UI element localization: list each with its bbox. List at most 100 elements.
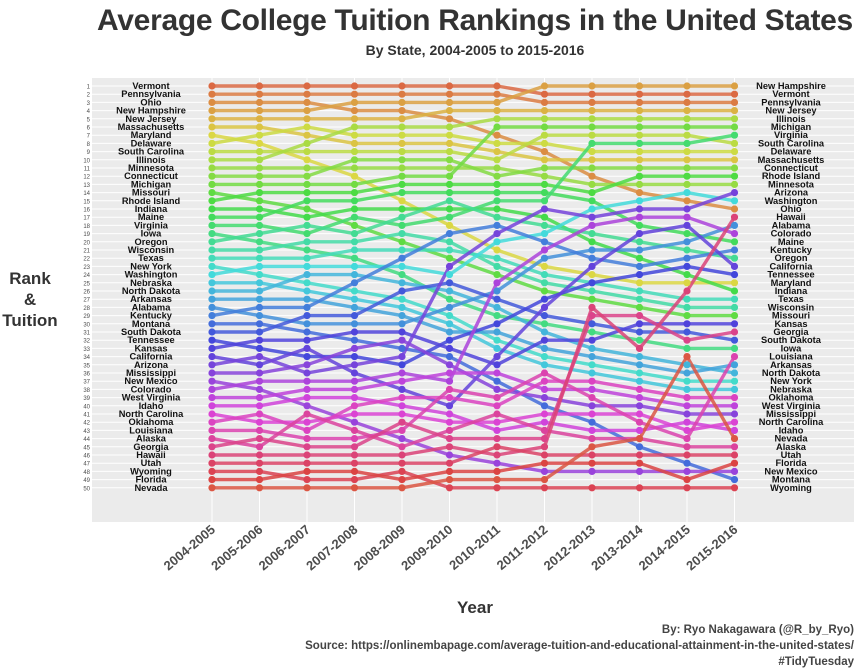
left-state-label: Montana bbox=[132, 319, 171, 329]
y-tick-label: 24 bbox=[83, 273, 90, 279]
left-state-label: Vermont bbox=[132, 81, 169, 91]
right-state-label: Virginia bbox=[774, 130, 809, 140]
data-point bbox=[303, 418, 311, 426]
data-point bbox=[303, 402, 311, 410]
data-point bbox=[683, 484, 691, 492]
data-point bbox=[350, 197, 359, 205]
data-point bbox=[255, 385, 264, 393]
data-point bbox=[350, 221, 359, 229]
data-point bbox=[255, 271, 264, 279]
data-point bbox=[303, 328, 311, 336]
data-point bbox=[445, 262, 454, 270]
data-point bbox=[730, 484, 739, 492]
right-state-label: Idaho bbox=[779, 425, 804, 435]
data-point bbox=[493, 467, 501, 475]
data-point bbox=[730, 139, 739, 147]
data-point bbox=[493, 156, 501, 164]
data-point bbox=[683, 197, 691, 205]
data-point bbox=[588, 312, 596, 320]
data-point bbox=[350, 303, 359, 311]
data-point bbox=[398, 213, 406, 221]
data-point bbox=[730, 254, 739, 262]
data-point bbox=[398, 476, 406, 484]
data-point bbox=[445, 123, 454, 131]
data-point bbox=[493, 271, 501, 279]
data-point bbox=[303, 254, 311, 262]
data-point bbox=[398, 238, 406, 246]
x-tick-label: 2011-2012 bbox=[494, 522, 551, 573]
data-point bbox=[635, 107, 644, 115]
data-point bbox=[635, 303, 644, 311]
right-state-label: Alaska bbox=[776, 442, 807, 452]
data-point bbox=[303, 320, 311, 328]
data-point bbox=[350, 435, 359, 443]
right-state-label: Mississippi bbox=[766, 409, 816, 419]
data-point bbox=[635, 369, 644, 377]
data-point bbox=[208, 484, 216, 492]
data-point bbox=[398, 385, 406, 393]
series-line bbox=[210, 223, 737, 408]
data-point bbox=[683, 418, 691, 426]
x-tick-label: 2004-2005 bbox=[161, 522, 218, 573]
data-point bbox=[730, 205, 739, 213]
data-point bbox=[255, 443, 264, 451]
data-point bbox=[540, 164, 549, 172]
data-point bbox=[303, 435, 311, 443]
right-state-label: Minnesota bbox=[768, 179, 815, 189]
data-point bbox=[350, 410, 359, 418]
data-point bbox=[730, 467, 739, 475]
data-point bbox=[588, 467, 596, 475]
data-point bbox=[303, 385, 311, 393]
right-state-label: Michigan bbox=[771, 122, 812, 132]
x-tick-label: 2005-2006 bbox=[208, 522, 265, 573]
data-point bbox=[445, 139, 454, 147]
data-point bbox=[255, 164, 264, 172]
data-point bbox=[683, 238, 691, 246]
series-line bbox=[210, 281, 737, 392]
data-point bbox=[303, 303, 311, 311]
y-tick-label: 12 bbox=[83, 175, 90, 181]
data-point bbox=[683, 344, 691, 352]
data-point bbox=[398, 467, 406, 475]
y-tick-label: 49 bbox=[83, 478, 90, 484]
data-point bbox=[445, 410, 454, 418]
left-state-label: Ohio bbox=[140, 97, 161, 107]
data-point bbox=[493, 402, 501, 410]
data-point bbox=[255, 353, 264, 361]
data-point bbox=[208, 189, 216, 197]
data-point bbox=[588, 148, 596, 156]
data-point bbox=[493, 344, 501, 352]
series-line bbox=[210, 379, 737, 433]
y-tick-label: 45 bbox=[83, 445, 90, 451]
left-state-label: Hawaii bbox=[136, 450, 165, 460]
data-point bbox=[255, 320, 264, 328]
y-tick-label: 33 bbox=[83, 347, 90, 353]
y-tick-label: 39 bbox=[83, 396, 90, 402]
data-point bbox=[540, 410, 549, 418]
caption: By: Ryo Nakagawara (@R_by_Ryo) Source: h… bbox=[305, 622, 854, 670]
data-point bbox=[493, 221, 501, 229]
data-point bbox=[635, 484, 644, 492]
data-point bbox=[730, 459, 739, 467]
data-point bbox=[208, 271, 216, 279]
y-tick-label: 50 bbox=[83, 486, 90, 492]
data-point bbox=[303, 139, 311, 147]
data-point bbox=[683, 148, 691, 156]
data-point bbox=[208, 172, 216, 180]
left-state-label: Alabama bbox=[132, 302, 172, 312]
data-point bbox=[540, 484, 549, 492]
data-point bbox=[683, 295, 691, 303]
y-tick-label: 47 bbox=[83, 462, 90, 468]
data-point bbox=[350, 180, 359, 188]
data-point bbox=[398, 303, 406, 311]
data-point bbox=[350, 205, 359, 213]
left-state-label: Kentucky bbox=[130, 311, 173, 321]
data-point bbox=[683, 213, 691, 221]
right-state-label: Delaware bbox=[771, 147, 812, 157]
data-point bbox=[683, 451, 691, 459]
data-point bbox=[303, 156, 311, 164]
y-tick-label: 28 bbox=[83, 306, 90, 312]
data-point bbox=[350, 484, 359, 492]
left-state-label: Pennsylvania bbox=[121, 89, 181, 99]
data-point bbox=[493, 336, 501, 344]
